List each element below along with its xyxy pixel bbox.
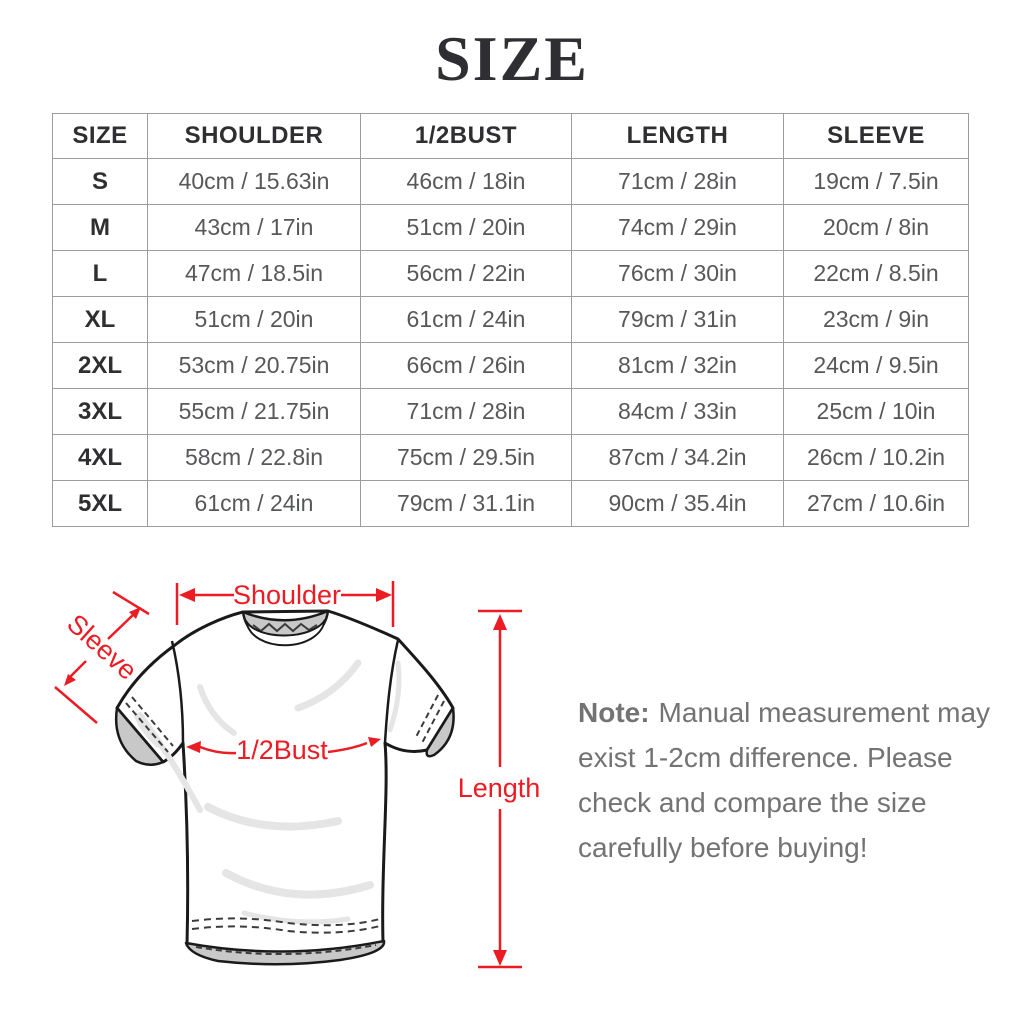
shoulder-right-arrowhead (376, 588, 392, 602)
table-row: 2XL 53cm / 20.75in 66cm / 26in 81cm / 32… (52, 342, 969, 389)
size-cell: M (52, 204, 148, 251)
hem-band (184, 939, 386, 966)
column-header-length: LENGTH (571, 113, 784, 159)
size-cell: L (52, 250, 148, 297)
column-header-size: SIZE (52, 113, 148, 159)
table-row: M 43cm / 17in 51cm / 20in 74cm / 29in 20… (52, 204, 969, 251)
tshirt-measurement-diagram: Shoulder Sleeve 1/2Bust Lengt (54, 580, 541, 969)
cuff-stitching (125, 694, 445, 753)
measurement-cell: 76cm / 30in (571, 250, 784, 297)
sleeve-lower-arrowhead (64, 674, 76, 686)
note-line: carefully before buying! (578, 832, 868, 863)
page-title: SIZE (435, 23, 589, 94)
measurement-cell: 56cm / 22in (360, 250, 572, 297)
measurement-cell: 74cm / 29in (571, 204, 784, 251)
length-up-arrowhead (493, 614, 507, 630)
left-cuff-opening (114, 706, 165, 766)
size-cell: 2XL (52, 342, 148, 389)
table-row: 5XL 61cm / 24in 79cm / 31.1in 90cm / 35.… (52, 480, 969, 527)
table-row: 4XL 58cm / 22.8in 75cm / 29.5in 87cm / 3… (52, 434, 969, 481)
measurement-cell: 51cm / 20in (360, 204, 572, 251)
measurement-cell: 61cm / 24in (147, 480, 361, 527)
measurement-cell: 46cm / 18in (360, 158, 572, 205)
measurement-cell: 53cm / 20.75in (147, 342, 361, 389)
measurement-cell: 22cm / 8.5in (783, 250, 969, 297)
measurement-cell: 26cm / 10.2in (783, 434, 969, 481)
measurement-cell: 40cm / 15.63in (147, 158, 361, 205)
sleeve-upper-tick (112, 590, 150, 616)
right-cuff-opening (425, 706, 455, 758)
size-cell: XL (52, 296, 148, 343)
measurement-cell: 75cm / 29.5in (360, 434, 572, 481)
table-row: S 40cm / 15.63in 46cm / 18in 71cm / 28in… (52, 158, 969, 205)
collar-stitching (252, 622, 318, 633)
measurement-cell: 79cm / 31.1in (360, 480, 572, 527)
measurement-cell: 51cm / 20in (147, 296, 361, 343)
measurement-cell: 43cm / 17in (147, 204, 361, 251)
measurement-cell: 71cm / 28in (571, 158, 784, 205)
column-header-half-bust: 1/2BUST (360, 113, 572, 159)
measurement-cell: 66cm / 26in (360, 342, 572, 389)
half-bust-right-arrowhead (368, 737, 381, 747)
note-line: exist 1-2cm difference. Please (578, 742, 953, 773)
measurement-cell: 58cm / 22.8in (147, 434, 361, 481)
measurement-cell: 79cm / 31in (571, 296, 784, 343)
measurement-cell: 19cm / 7.5in (783, 158, 969, 205)
size-table: SIZE SHOULDER 1/2BUST LENGTH SLEEVE S 40… (52, 113, 969, 527)
table-header-row: SIZE SHOULDER 1/2BUST LENGTH SLEEVE (52, 113, 969, 159)
half-bust-label: 1/2Bust (236, 735, 328, 765)
size-cell: 4XL (52, 434, 148, 481)
hem-band-stitching (195, 944, 377, 955)
column-header-shoulder: SHOULDER (147, 113, 361, 159)
note-line: check and compare the size (578, 787, 927, 818)
collar-band (245, 619, 326, 647)
table-row: 3XL 55cm / 21.75in 71cm / 28in 84cm / 33… (52, 388, 969, 435)
shoulder-label: Shoulder (233, 580, 341, 610)
table-row: L 47cm / 18.5in 56cm / 22in 76cm / 30in … (52, 250, 969, 297)
tshirt-drawing (114, 609, 455, 966)
note-line: Note: Manual measurement may (578, 690, 990, 735)
measurement-cell: 47cm / 18.5in (147, 250, 361, 297)
length-dimension: Length (458, 609, 541, 969)
tshirt-outline (115, 609, 455, 955)
measurement-cell: 81cm / 32in (571, 342, 784, 389)
measurement-cell: 87cm / 34.2in (571, 434, 784, 481)
half-bust-left-arrowhead (186, 741, 201, 753)
note-label: Note: (578, 697, 650, 728)
length-down-arrowhead (493, 950, 507, 966)
note-text: Manual measurement may (658, 697, 991, 728)
hem-stitching (191, 917, 381, 934)
sleeve-upper-arrowhead (129, 607, 141, 619)
right-armhole-seam (383, 639, 400, 744)
measurement-cell: 90cm / 35.4in (571, 480, 784, 527)
fabric-wrinkles (133, 659, 402, 925)
measurement-cell: 61cm / 24in (360, 296, 572, 343)
column-header-sleeve: SLEEVE (783, 113, 969, 159)
left-armhole-seam (170, 640, 185, 744)
measurement-cell: 55cm / 21.75in (147, 388, 361, 435)
measurement-cell: 27cm / 10.6in (783, 480, 969, 527)
size-cell: 3XL (52, 388, 148, 435)
measurement-cell: 23cm / 9in (783, 296, 969, 343)
table-row: XL 51cm / 20in 61cm / 24in 79cm / 31in 2… (52, 296, 969, 343)
length-label: Length (458, 773, 541, 803)
size-cell: S (52, 158, 148, 205)
size-cell: 5XL (52, 480, 148, 527)
measurement-note: Note: Manual measurement may exist 1-2cm … (578, 690, 990, 870)
measurement-cell: 20cm / 8in (783, 204, 969, 251)
measurement-cell: 84cm / 33in (571, 388, 784, 435)
measurement-cell: 71cm / 28in (360, 388, 572, 435)
half-bust-dimension: 1/2Bust (186, 735, 381, 765)
measurement-cell: 24cm / 9.5in (783, 342, 969, 389)
shoulder-dimension: Shoulder (175, 580, 395, 627)
measurement-cell: 25cm / 10in (783, 388, 969, 435)
shoulder-left-arrowhead (179, 588, 195, 602)
sleeve-lower-tick (54, 686, 98, 724)
